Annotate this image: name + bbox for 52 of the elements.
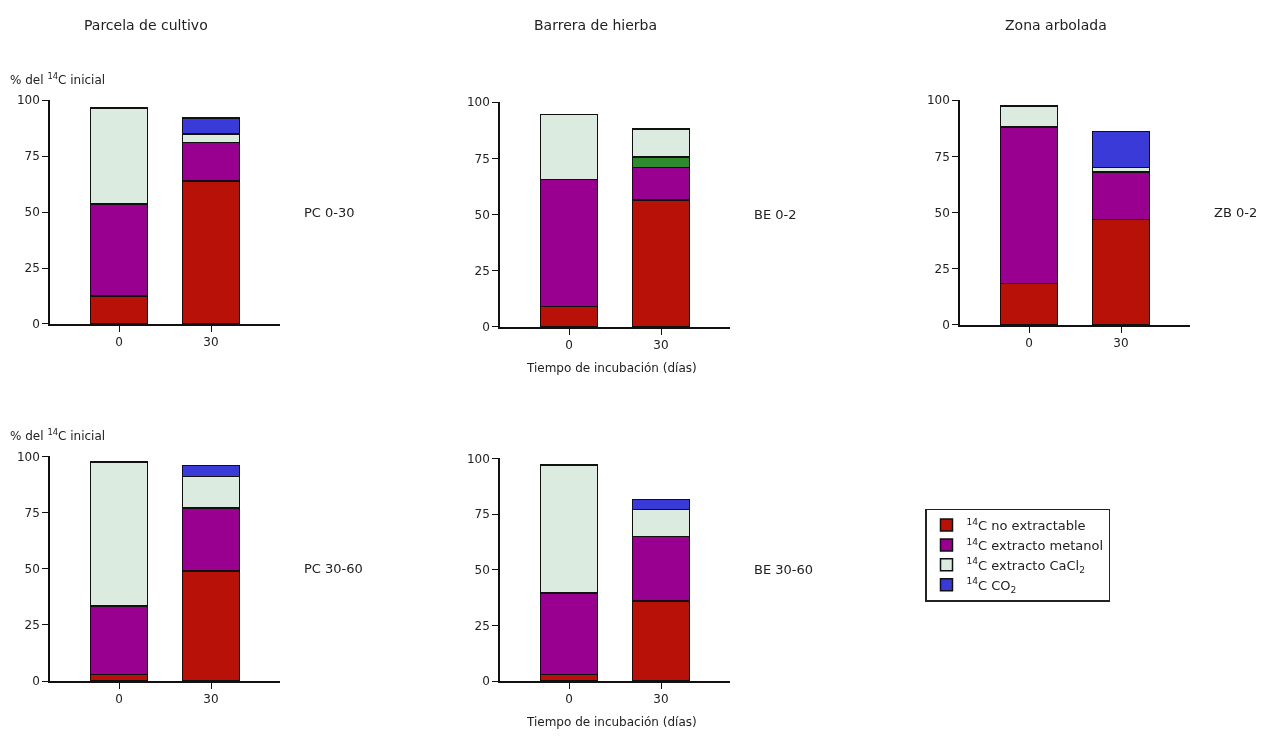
y-tick-label: 50 <box>474 207 490 222</box>
text: ZB 0-2 <box>1214 205 1258 220</box>
y-tick-label: 25 <box>24 261 40 276</box>
y-tick-label: 100 <box>16 449 40 464</box>
legend-label: $^{14}$C CO$_{2}$ <box>966 576 1017 595</box>
chart-title: Barrera de hierba <box>534 17 658 33</box>
y-tick-label: 75 <box>474 507 490 522</box>
y-tick-label: 100 <box>16 93 40 108</box>
y-tick-label: 25 <box>474 618 490 633</box>
y-tick-label: 0 <box>482 320 490 335</box>
y-tick-label: 50 <box>24 205 40 220</box>
y-axis-title: % del $^{14}$C inicial <box>10 427 106 444</box>
x-tick-label: 30 <box>1113 336 1129 351</box>
x-axis-title: Tiempo de incubación (días) <box>526 715 697 729</box>
y-tick-label: 100 <box>466 451 490 466</box>
y-tick-label: 25 <box>934 261 950 276</box>
x-tick-label: 0 <box>565 692 573 707</box>
y-tick-label: 100 <box>926 93 950 108</box>
x-tick-label: 30 <box>203 692 219 707</box>
legend-label: $^{14}$C extracto CaCl$_{2}$ <box>966 556 1086 575</box>
y-tick-label: 25 <box>474 263 490 278</box>
x-tick-label: 30 <box>653 692 669 707</box>
text: BE 0-2 <box>754 207 797 222</box>
y-tick-label: 75 <box>474 151 490 166</box>
y-tick-label: 50 <box>24 561 40 576</box>
x-tick-label: 30 <box>653 338 669 353</box>
bar <box>1091 130 1151 169</box>
text: PC 30-60 <box>304 561 363 576</box>
x-axis-title: Tiempo de incubación (días) <box>526 361 697 375</box>
x-tick-label: 0 <box>115 335 123 350</box>
chart-title: Zona arbolada <box>1005 17 1107 33</box>
x-tick-label: 0 <box>115 692 123 707</box>
y-tick-label: 0 <box>32 674 40 689</box>
chart-title: Parcela de cultivo <box>84 17 208 33</box>
y-tick-label: 75 <box>24 505 40 520</box>
y-tick-label: 50 <box>474 562 490 577</box>
y-tick-label: 0 <box>942 318 950 333</box>
y-axis-title: % del $^{14}$C inicial <box>10 71 106 88</box>
legend-label: $^{14}$C extracto metanol <box>966 536 1104 554</box>
text: PC 0-30 <box>304 205 355 220</box>
legend-label: $^{14}$C no extractable <box>966 516 1086 534</box>
x-tick-label: 0 <box>1025 336 1033 351</box>
y-tick-label: 25 <box>24 618 40 633</box>
y-tick-label: 0 <box>482 674 490 689</box>
y-tick-label: 75 <box>24 149 40 164</box>
x-tick-label: 0 <box>565 338 573 353</box>
y-tick-label: 75 <box>934 149 950 164</box>
text: BE 30-60 <box>754 562 814 577</box>
y-tick-label: 50 <box>934 205 950 220</box>
y-tick-label: 0 <box>32 317 40 332</box>
y-tick-label: 100 <box>466 95 490 110</box>
x-tick-label: 30 <box>203 335 219 350</box>
